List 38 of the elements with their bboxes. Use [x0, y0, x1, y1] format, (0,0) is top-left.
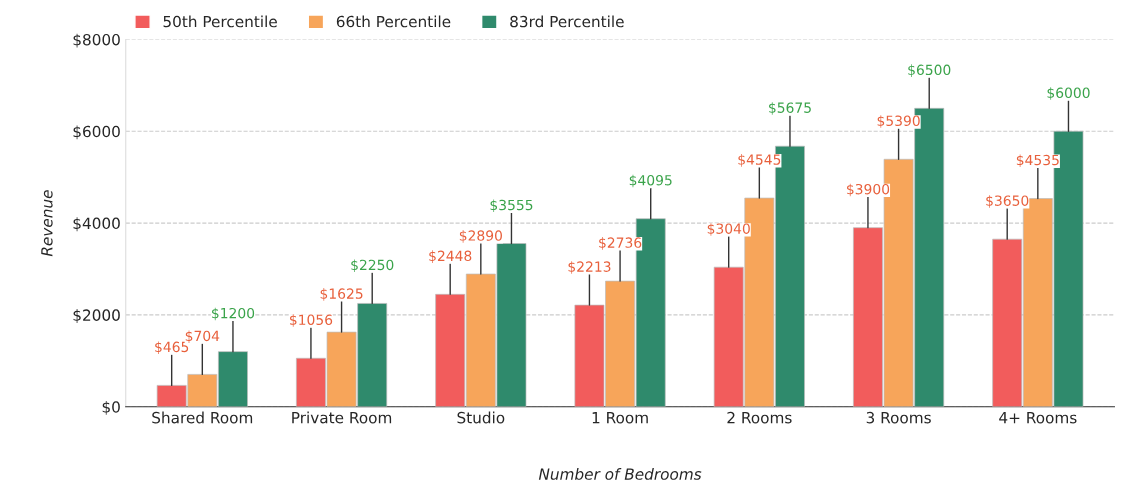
y-tick-label: $4000	[73, 217, 120, 232]
data-label: $1056	[290, 314, 333, 327]
x-tick-label: 4+ Rooms	[999, 412, 1077, 424]
legend-label: 83rd Percentile	[510, 15, 624, 28]
data-label: $2890	[459, 230, 502, 243]
data-label: $2448	[429, 250, 472, 263]
data-label: $4095	[629, 174, 672, 188]
x-tick-label: Private Room	[292, 411, 392, 424]
x-tick-label: 1 Room	[592, 412, 648, 424]
y-tick-label: $6000	[73, 125, 120, 140]
data-label: $4535	[1016, 154, 1059, 168]
data-label: $2736	[599, 237, 642, 250]
y-tick-label: $8000	[73, 33, 120, 48]
data-label: $465	[155, 341, 189, 354]
data-label: $1200	[212, 307, 255, 321]
y-tick-label: $0	[102, 400, 120, 415]
data-label: $2213	[568, 261, 611, 274]
data-label: $4545	[738, 154, 781, 167]
x-tick-label: Shared Room	[152, 411, 253, 424]
data-label: $3555	[490, 199, 533, 213]
data-label: $1625	[320, 288, 363, 301]
data-label: $704	[185, 330, 220, 343]
y-tick-label: $2000	[73, 309, 120, 323]
x-axis-title: Number of Bedrooms	[538, 468, 702, 480]
legend-label: 50th Percentile	[163, 15, 277, 28]
y-axis-title: Revenue	[41, 190, 53, 257]
data-label: $3900	[847, 183, 890, 197]
x-tick-label: Studio	[457, 411, 505, 424]
data-label: $6000	[1047, 87, 1090, 100]
data-label: $5390	[877, 115, 920, 128]
legend-label: 66th Percentile	[336, 15, 451, 28]
x-tick-label: 2 Rooms	[727, 411, 792, 424]
x-tick-label: 3 Rooms	[866, 411, 931, 424]
data-label: $3040	[707, 223, 750, 236]
data-label: $3650	[986, 195, 1029, 208]
data-label: $5675	[769, 102, 811, 115]
data-label: $6500	[908, 64, 951, 77]
data-label: $2250	[351, 259, 394, 273]
